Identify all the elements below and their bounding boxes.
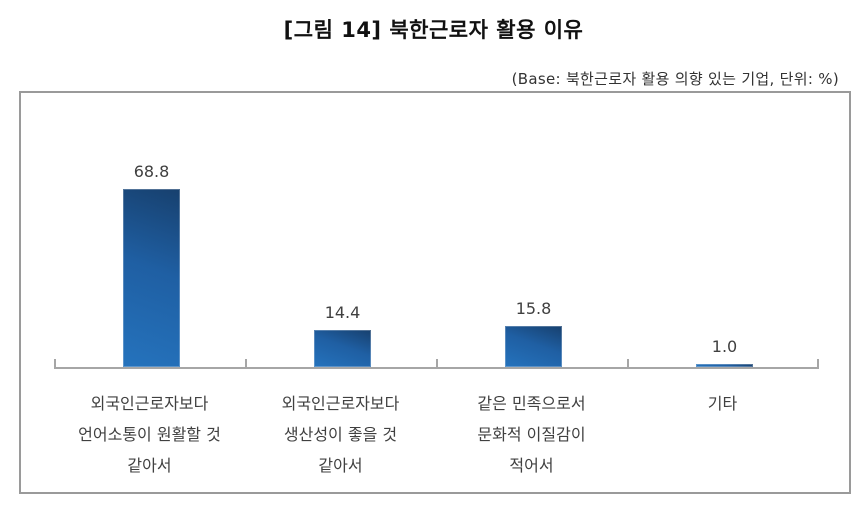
axis-tick bbox=[54, 359, 56, 368]
bar-productivity bbox=[314, 330, 371, 367]
value-label: 1.0 bbox=[711, 337, 738, 356]
category-label-language: 외국인근로자보다 언어소통이 원활할 것 같아서 bbox=[54, 388, 245, 481]
bar-language bbox=[123, 189, 180, 367]
bar-culture bbox=[505, 326, 562, 367]
category-label-productivity: 외국인근로자보다 생산성이 좋을 것 같아서 bbox=[245, 388, 436, 481]
axis-tick bbox=[627, 359, 629, 368]
value-label: 14.4 bbox=[324, 303, 361, 322]
axis-tick bbox=[817, 359, 819, 368]
category-line: 같은 민족으로서 bbox=[477, 394, 586, 413]
category-label-other: 기타 bbox=[627, 388, 818, 419]
value-label: 68.8 bbox=[133, 162, 170, 181]
bar-other bbox=[696, 364, 753, 367]
category-line: 적어서 bbox=[509, 456, 554, 475]
category-line: 외국인근로자보다 bbox=[281, 394, 400, 413]
chart-subtitle: (Base: 북한근로자 활용 의향 있는 기업, 단위: %) bbox=[511, 70, 839, 88]
category-line: 문화적 이질감이 bbox=[477, 425, 586, 444]
chart-frame bbox=[19, 91, 851, 494]
category-line: 같아서 bbox=[318, 456, 363, 475]
axis-tick bbox=[245, 359, 247, 368]
category-line: 언어소통이 원활할 것 bbox=[78, 425, 221, 444]
category-line: 기타 bbox=[707, 394, 738, 413]
category-line: 생산성이 좋을 것 bbox=[283, 425, 398, 444]
category-label-culture: 같은 민족으로서 문화적 이질감이 적어서 bbox=[436, 388, 627, 481]
x-axis-line bbox=[54, 367, 819, 369]
category-line: 외국인근로자보다 bbox=[90, 394, 209, 413]
value-label: 15.8 bbox=[515, 299, 552, 318]
category-line: 같아서 bbox=[127, 456, 172, 475]
axis-tick bbox=[436, 359, 438, 368]
chart-title: [그림 14] 북한근로자 활용 이유 bbox=[283, 18, 584, 42]
